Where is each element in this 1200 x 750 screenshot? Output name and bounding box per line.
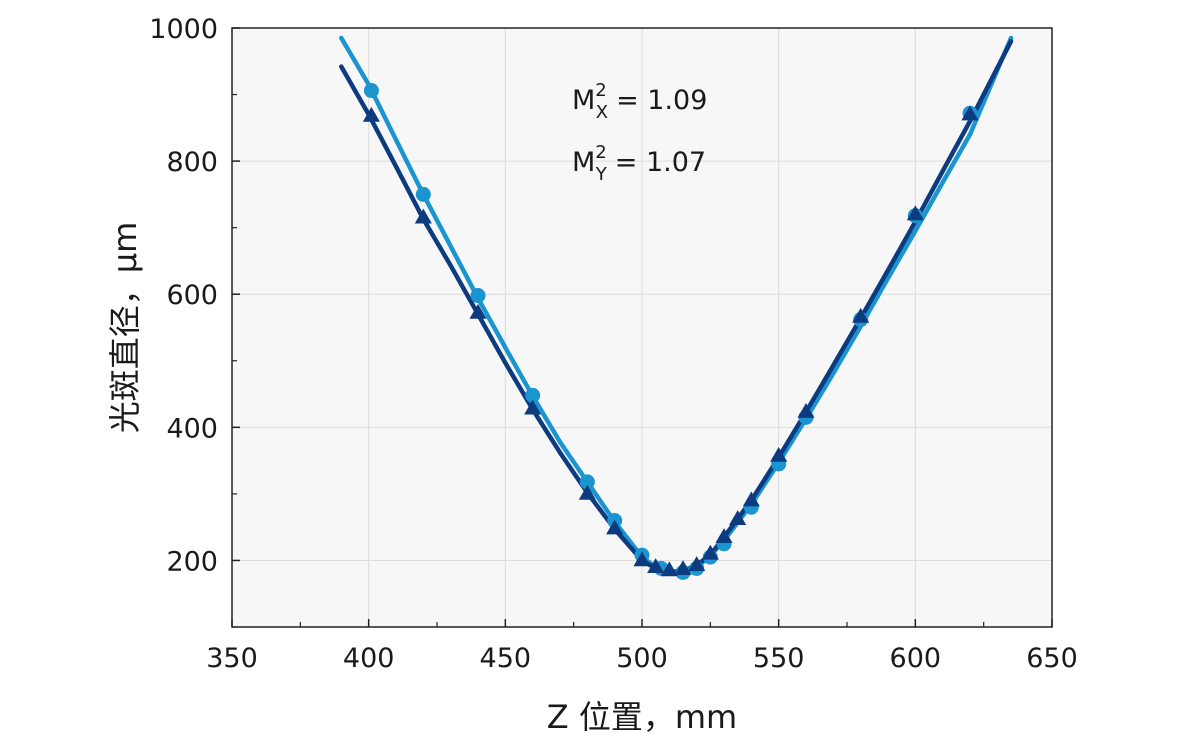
data-point-triangle xyxy=(688,556,706,571)
data-point-triangle xyxy=(606,519,624,535)
data-point-circle xyxy=(579,474,595,490)
m2-annotation: M2 X = 1.09 xyxy=(572,80,707,123)
x-tick-label: 450 xyxy=(480,643,532,674)
data-point-triangle xyxy=(852,307,870,323)
x-tick-label: 550 xyxy=(753,643,805,674)
data-point-triangle xyxy=(469,303,487,319)
y-tick-label: 1000 xyxy=(149,14,218,45)
data-point-circle xyxy=(525,387,541,403)
y-axis-title: 光斑直径，μm xyxy=(106,222,144,434)
data-point-triangle xyxy=(578,484,596,500)
data-point-triangle xyxy=(660,561,678,577)
y-tick-label: 800 xyxy=(166,147,218,178)
data-point-triangle xyxy=(715,528,733,543)
data-point-triangle xyxy=(524,399,542,415)
data-point-circle xyxy=(415,186,431,202)
data-point-triangle xyxy=(362,106,380,122)
series-layer xyxy=(339,35,1014,580)
x-tick-label: 600 xyxy=(890,643,942,674)
data-point-triangle xyxy=(729,510,747,526)
data-point-triangle xyxy=(797,403,815,418)
data-point-triangle xyxy=(770,446,788,462)
x-axis-title: Z 位置，mm xyxy=(547,698,737,736)
x-tick-label: 500 xyxy=(616,643,668,674)
data-point-triangle xyxy=(906,205,924,221)
x-tick-label: 400 xyxy=(343,643,395,674)
axis-ticks: 350 400 450 500 550 600 650 200 400 600 800 1000 xyxy=(149,14,1077,674)
x-tick-label: 350 xyxy=(206,643,258,674)
m2-annotation: M2 Y = 1.07 xyxy=(572,142,706,185)
data-point-triangle xyxy=(701,544,719,560)
y-tick-label: 600 xyxy=(166,280,218,311)
y-tick-label: 400 xyxy=(166,413,218,444)
x-tick-label: 650 xyxy=(1026,643,1078,674)
data-point-triangle xyxy=(742,491,760,507)
data-point-triangle xyxy=(961,105,979,121)
annotations: M2 X = 1.09 M2 Y = 1.07 xyxy=(572,80,707,185)
y-tick-label: 200 xyxy=(166,546,218,577)
data-point-triangle xyxy=(414,208,432,224)
data-point-triangle xyxy=(647,558,665,573)
data-point-circle xyxy=(470,288,486,304)
data-point-circle xyxy=(363,83,379,99)
data-point-triangle xyxy=(633,551,651,567)
data-point-triangle xyxy=(674,560,692,575)
